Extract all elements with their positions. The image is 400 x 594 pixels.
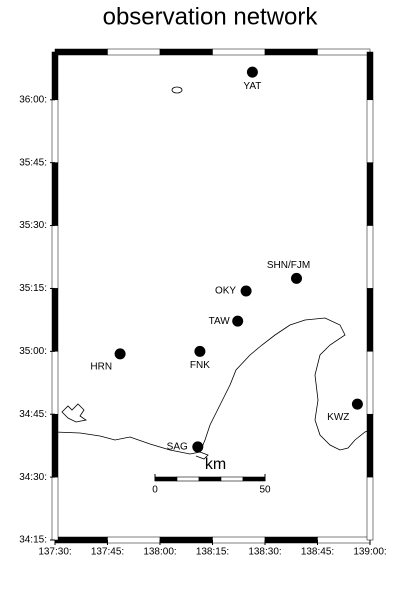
x-tick-label: 138:30:	[248, 547, 281, 558]
station	[291, 272, 302, 284]
y-tick-label: 35:00:	[19, 346, 47, 357]
border-band	[366, 288, 374, 352]
x-tick-label: 138:15:	[196, 547, 229, 558]
station	[114, 348, 126, 360]
x-tick-label: 138:00:	[143, 547, 176, 558]
x-tick-label: 139:00:	[353, 547, 386, 558]
border-band	[51, 99, 59, 163]
station-label: KWZ	[327, 412, 349, 423]
station	[194, 345, 206, 357]
scale-bar-segment	[220, 476, 244, 482]
station	[232, 315, 244, 327]
y-tick-label: 34:30:	[19, 472, 47, 483]
border-band	[51, 162, 59, 226]
station	[240, 285, 252, 297]
station	[351, 398, 363, 410]
border-band	[51, 351, 59, 415]
station-label: SAG	[167, 442, 188, 453]
border-band	[212, 536, 266, 544]
border-band	[366, 413, 374, 478]
border-band	[264, 48, 318, 56]
scale-bar-unit: km	[205, 456, 226, 473]
coastline	[54, 86, 371, 460]
border-band	[51, 51, 59, 101]
border-band	[51, 288, 59, 352]
scale-bar-label: 0	[152, 485, 158, 496]
y-tick-label: 35:15:	[19, 283, 47, 294]
station-label: YAT	[243, 81, 261, 92]
y-tick-label: 34:15:	[19, 535, 47, 546]
scale-bar-segment	[198, 476, 222, 482]
border-band	[366, 99, 374, 163]
border-band	[366, 476, 374, 541]
scale-bar-segment	[242, 476, 266, 482]
x-tick-label: 137:30:	[38, 547, 71, 558]
border-band	[54, 48, 108, 56]
border-band	[107, 536, 161, 544]
station	[246, 66, 258, 78]
x-tick-label: 138:45:	[301, 547, 334, 558]
border-band	[366, 225, 374, 289]
border-band	[159, 48, 213, 56]
y-tick-label: 35:30:	[19, 220, 47, 231]
border-band	[212, 48, 266, 56]
station-label: SHN/FJM	[267, 260, 310, 271]
border-band	[366, 51, 374, 101]
border-band	[317, 48, 371, 56]
border-band	[107, 48, 161, 56]
station-label: HRN	[90, 361, 112, 372]
y-tick-label: 34:45:	[19, 409, 47, 420]
border-band	[51, 225, 59, 289]
border-band	[51, 476, 59, 541]
scale-bar-segment	[176, 476, 200, 482]
border-band	[366, 162, 374, 226]
y-tick-label: 35:45:	[19, 157, 47, 168]
border-band	[264, 536, 318, 544]
station-label: OKY	[215, 286, 236, 297]
x-tick-label: 137:45:	[91, 547, 124, 558]
scale-bar-label: 50	[259, 485, 271, 496]
station-label: FNK	[190, 360, 210, 371]
scale-bar-segment	[154, 476, 178, 482]
station-label: TAW	[209, 316, 231, 327]
station	[192, 441, 204, 453]
y-tick-label: 36:00:	[19, 94, 47, 105]
map-title: observation network	[103, 3, 319, 30]
border-band	[54, 536, 108, 544]
border-band	[317, 536, 371, 544]
border-band	[51, 413, 59, 478]
border-band	[366, 351, 374, 415]
border-band	[159, 536, 213, 544]
